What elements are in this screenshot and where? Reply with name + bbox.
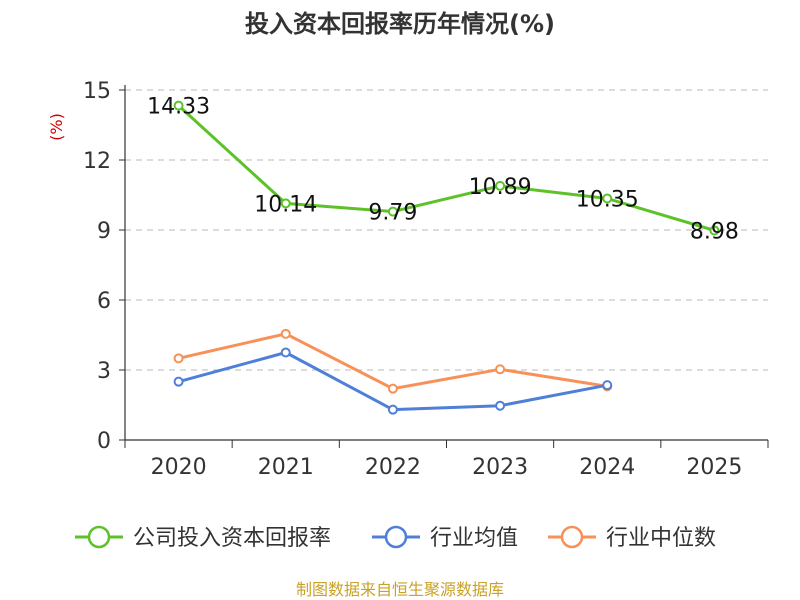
y-tick-label: 9	[97, 219, 111, 244]
x-tick-label: 2023	[472, 455, 528, 480]
legend[interactable]: 公司投入资本回报率 行业均值 行业中位数	[75, 525, 716, 551]
source-note: 制图数据来自恒生聚源数据库	[296, 580, 504, 599]
series-lines	[173, 100, 720, 415]
y-axis-label: (%)	[47, 113, 66, 141]
data-label: 10.14	[254, 192, 317, 217]
data-point	[495, 180, 506, 191]
x-tick-label: 2024	[579, 455, 635, 480]
data-point	[709, 225, 720, 236]
axes: 0 3 6 9 12 15 2020 2021 2022 2023 2024 2025	[83, 79, 769, 480]
series-line-0	[177, 104, 715, 232]
data-point	[173, 353, 184, 364]
data-label: 9.79	[368, 201, 417, 226]
y-tick-label: 15	[83, 79, 111, 104]
x-tick-label: 2021	[258, 455, 314, 480]
data-label: 8.98	[690, 219, 739, 244]
legend-swatch-marker	[87, 525, 111, 549]
data-point	[280, 328, 291, 339]
data-point	[173, 376, 184, 387]
data-labels: 14.33 10.14 9.79 10.89 10.35 8.98	[147, 95, 739, 245]
gridlines	[125, 89, 768, 371]
x-tick-label: 2020	[151, 455, 207, 480]
data-point	[495, 400, 506, 411]
data-point	[387, 404, 398, 415]
series-line-1	[178, 351, 608, 412]
x-tick-label: 2022	[365, 455, 421, 480]
y-tick-label: 3	[97, 359, 111, 384]
legend-item-label[interactable]: 公司投入资本回报率	[133, 526, 331, 551]
data-point	[387, 206, 398, 217]
data-point	[173, 100, 184, 111]
x-tick-label: 2025	[686, 455, 742, 480]
series-line-2	[178, 332, 608, 391]
y-tick-label: 0	[97, 429, 111, 454]
data-label: 10.35	[576, 188, 639, 213]
data-label: 10.89	[469, 175, 532, 200]
legend-item-label[interactable]: 行业均值	[430, 526, 518, 551]
y-tick-label: 6	[97, 289, 111, 314]
data-label: 14.33	[147, 95, 210, 120]
data-point	[280, 198, 291, 209]
legend-item-label[interactable]: 行业中位数	[606, 526, 716, 551]
legend-swatch-marker	[384, 525, 408, 549]
y-tick-label: 12	[83, 149, 111, 174]
chart-title: 投入资本回报率历年情况(%)	[245, 10, 555, 38]
data-point	[387, 383, 398, 394]
data-point	[602, 193, 613, 204]
legend-swatch-marker	[560, 525, 584, 549]
data-point	[280, 347, 291, 358]
data-point	[495, 364, 506, 375]
data-point	[602, 380, 613, 391]
